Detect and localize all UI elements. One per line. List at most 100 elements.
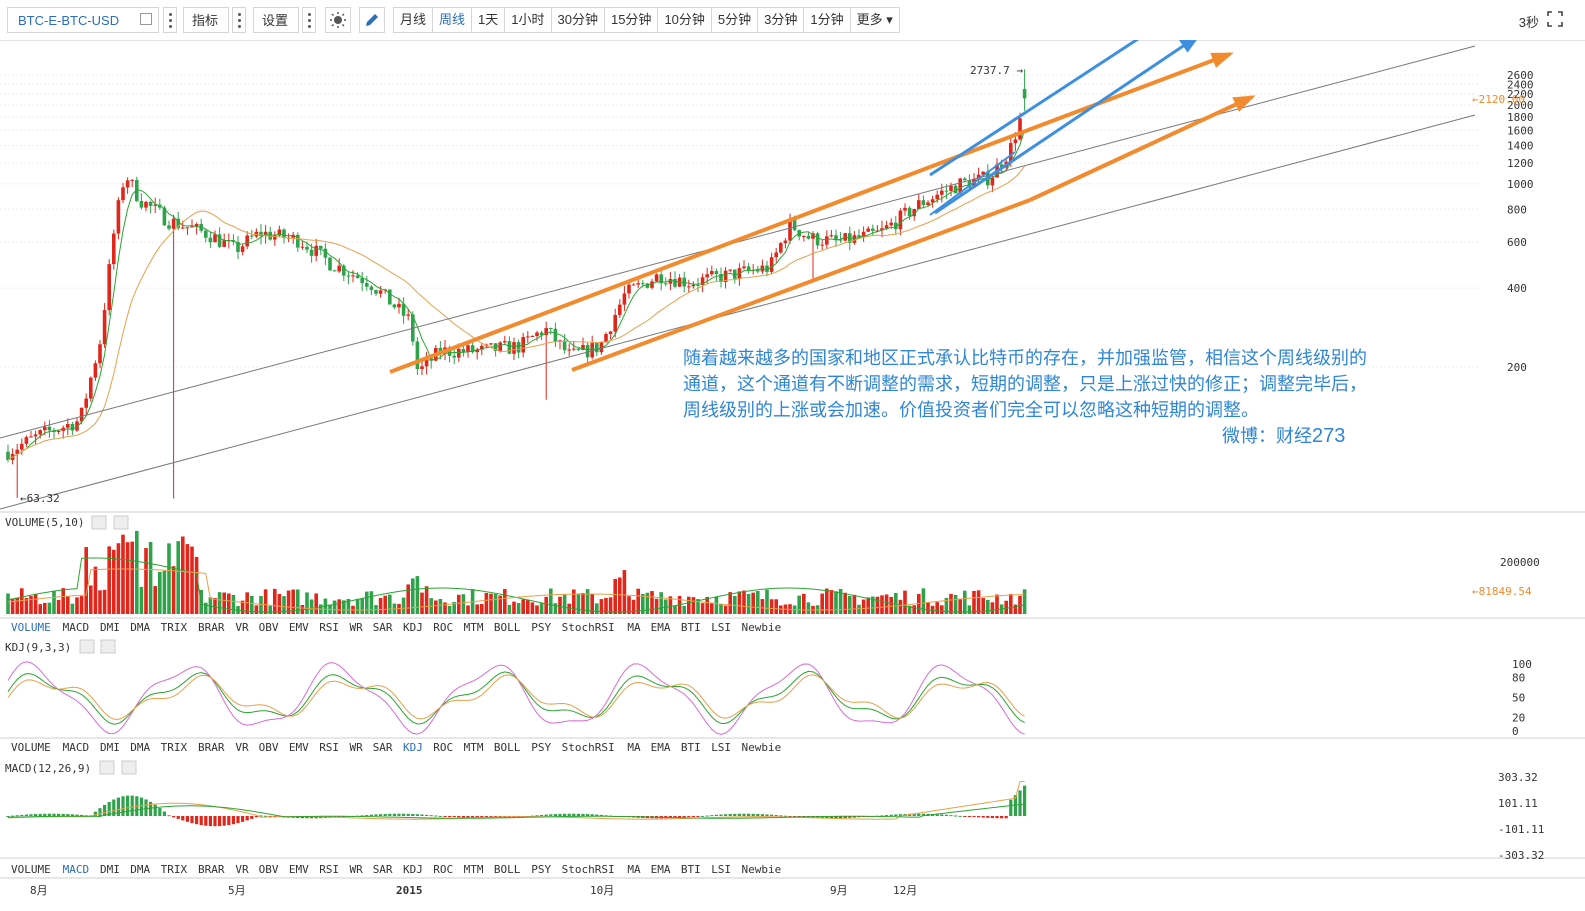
symbol-selector[interactable]: BTC-E-BTC-USD xyxy=(7,7,159,33)
macd-bar xyxy=(563,813,567,816)
macd-bar xyxy=(93,811,97,816)
macd-bar xyxy=(471,816,475,819)
macd-bar xyxy=(259,815,263,817)
settings-menu-icon[interactable] xyxy=(302,7,316,33)
macd-bar xyxy=(383,813,387,816)
candle-body xyxy=(181,227,185,229)
period-tab[interactable]: 30分钟 xyxy=(552,8,605,32)
macd-bar xyxy=(402,813,406,816)
macd-bar xyxy=(710,815,714,817)
macd-bar xyxy=(429,815,433,817)
volume-bar xyxy=(231,594,236,614)
signal-line xyxy=(7,803,1025,819)
theme-toggle[interactable] xyxy=(325,7,351,33)
volume-bar xyxy=(20,588,24,614)
symbol-label: BTC-E-BTC-USD xyxy=(18,13,120,28)
volume-bar xyxy=(682,605,686,614)
candle-body xyxy=(171,218,176,229)
macd-bar xyxy=(756,813,760,816)
candle-body xyxy=(102,310,107,345)
macd-bar xyxy=(103,804,107,816)
volume-bar xyxy=(521,599,525,614)
period-tab[interactable]: 15分钟 xyxy=(605,8,659,32)
candle-body xyxy=(70,424,75,431)
candle-body xyxy=(388,289,392,305)
ma-slow-line xyxy=(7,165,1026,461)
indicator-tab: VOLUME xyxy=(11,741,51,754)
volume-bar xyxy=(79,596,84,614)
volume-bar xyxy=(590,593,594,614)
volume-bar xyxy=(852,594,857,614)
indicator-tab: Newbie xyxy=(742,621,782,634)
period-tab[interactable]: 10分钟 xyxy=(658,8,712,32)
low-price-label: ←63.32 xyxy=(20,492,60,505)
candle-body xyxy=(875,230,880,232)
indicator-tab: LSI xyxy=(711,621,731,634)
volume-bar xyxy=(406,584,410,614)
macd-bar xyxy=(696,816,700,817)
fullscreen-icon[interactable] xyxy=(1547,11,1563,27)
volume-bar xyxy=(843,592,847,614)
refresh-interval[interactable]: 3秒 xyxy=(1518,15,1539,30)
macd-bar xyxy=(264,815,268,817)
candle-body xyxy=(912,209,916,217)
period-tab[interactable]: 1天 xyxy=(472,8,506,32)
volume-bar xyxy=(250,595,254,614)
indicator-tab: BOLL xyxy=(494,621,521,634)
candle-body xyxy=(940,190,944,195)
macd-bar xyxy=(245,816,249,821)
candle-body xyxy=(705,274,709,278)
macd-bar xyxy=(687,816,691,818)
candle-body xyxy=(291,234,295,238)
volume-bar xyxy=(125,542,130,614)
indicator-button[interactable]: 指标 xyxy=(183,7,229,33)
volume-bar xyxy=(263,589,268,614)
period-tab[interactable]: 1小时 xyxy=(505,8,552,32)
indicator-tab: DMA xyxy=(130,863,150,876)
candle-body xyxy=(185,227,190,229)
annotation-text: 随着越来越多的国家和地区正式承认比特币的存在，并加强监管，相信这个周线级别的 通… xyxy=(683,345,1483,423)
macd-bar xyxy=(1009,799,1013,816)
volume-bar xyxy=(66,596,70,614)
period-tab[interactable]: 更多 ▾ xyxy=(856,12,893,27)
indicator-label: 指标 xyxy=(192,13,219,28)
period-tab[interactable]: 5分钟 xyxy=(712,8,759,32)
volume-bar xyxy=(562,594,567,614)
macd-bar xyxy=(107,801,111,816)
draw-tool-button[interactable] xyxy=(359,7,385,33)
volume-bar xyxy=(958,598,962,614)
candle-body xyxy=(746,266,751,271)
external-link-icon[interactable] xyxy=(140,13,152,25)
volume-bar xyxy=(595,603,599,614)
candle-body xyxy=(93,363,98,378)
candle-body xyxy=(917,200,921,210)
volume-bar xyxy=(443,602,447,614)
settings-button[interactable]: 设置 xyxy=(253,7,299,33)
period-tab[interactable]: 1分钟 xyxy=(804,8,851,32)
volume-bar xyxy=(268,605,272,614)
candle-body xyxy=(116,200,121,234)
candle-body xyxy=(907,207,912,217)
price-tick: 1000 xyxy=(1507,178,1534,191)
volume-bar xyxy=(89,585,93,614)
volume-bar xyxy=(296,589,300,614)
period-tab[interactable]: 周线 xyxy=(433,8,473,32)
volume-bar xyxy=(645,592,650,614)
volume-bar xyxy=(926,602,930,614)
period-tab[interactable]: 月线 xyxy=(394,8,434,32)
candle-body xyxy=(820,244,824,246)
macd-bar xyxy=(457,816,461,818)
candle-body xyxy=(944,190,949,192)
candle-body xyxy=(158,204,162,208)
macd-bar xyxy=(29,814,33,816)
candle-body xyxy=(871,228,875,231)
indicator-tab: EMA xyxy=(651,863,671,876)
candle-body xyxy=(153,204,157,206)
indicator-menu-icon[interactable] xyxy=(232,7,246,33)
period-tab[interactable]: 3分钟 xyxy=(758,8,805,32)
more-menu-icon[interactable] xyxy=(163,7,177,33)
volume-bar xyxy=(627,596,631,614)
volume-bar xyxy=(401,597,406,614)
chart-area[interactable]: 2600240022002000180016001400120010008006… xyxy=(0,40,1585,911)
macd-bar xyxy=(199,816,203,826)
